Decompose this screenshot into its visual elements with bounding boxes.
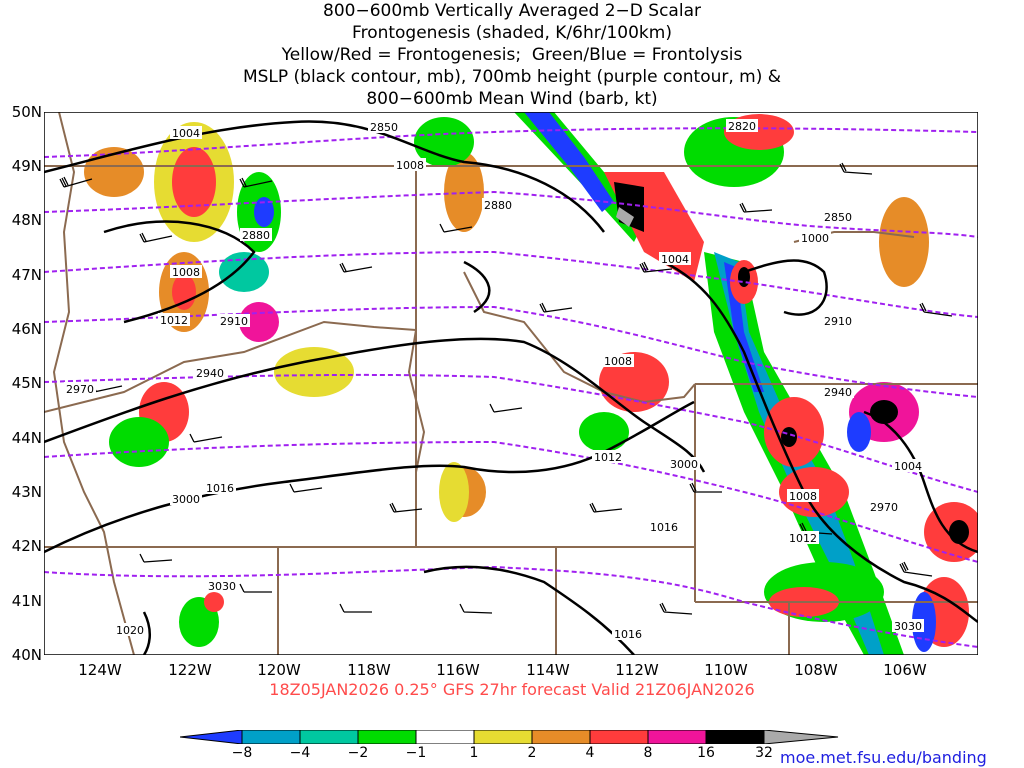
colorbar-label: 2 [527, 745, 537, 761]
title-line-3: Yellow/Red = Frontogenesis; Green/Blue =… [281, 45, 743, 65]
colorbar-label: 16 [697, 745, 715, 761]
height-label: 2910 [824, 315, 852, 328]
height-label: 2970 [66, 383, 94, 396]
mslp-label: 1012 [594, 451, 622, 464]
title-line-4: MSLP (black contour, mb), 700mb height (… [242, 67, 782, 87]
mslp-label: 1016 [650, 521, 678, 534]
lon-label: 106W [883, 661, 927, 679]
colorbar [180, 730, 839, 744]
height-label: 2970 [870, 501, 898, 514]
height-label: 2940 [196, 367, 224, 380]
colorbar-label: 1 [469, 745, 479, 761]
credit-link[interactable]: moe.met.fsu.edu/banding [780, 748, 987, 767]
mslp-label: 1020 [116, 624, 144, 637]
lat-label: 41N [11, 592, 42, 610]
contour-labels: 1004 1008 1008 1012 1016 1020 1004 1008 … [64, 119, 924, 641]
height-label: 3030 [894, 620, 922, 633]
height-label: 2850 [824, 211, 852, 224]
lat-label: 48N [11, 211, 42, 229]
mslp-label: 1012 [160, 314, 188, 327]
lon-label: 108W [794, 661, 838, 679]
lat-label: 44N [11, 429, 42, 447]
mslp-label: 1000 [801, 232, 829, 245]
colorbar-label: −8 [231, 745, 253, 761]
lat-label: 42N [11, 537, 42, 555]
colorbar-label: 32 [755, 745, 773, 761]
mslp-label: 1016 [614, 628, 642, 641]
height-label: 2940 [824, 386, 852, 399]
colorbar-label: −4 [289, 745, 311, 761]
lon-label: 114W [526, 661, 570, 679]
height-label: 3000 [172, 493, 200, 506]
mslp-label: 1008 [172, 266, 200, 279]
mslp-label: 1008 [604, 355, 632, 368]
mslp-label: 1004 [172, 127, 200, 140]
lat-label: 50N [11, 103, 42, 121]
lon-label: 120W [257, 661, 301, 679]
mslp-label: 1008 [789, 490, 817, 503]
forecast-valid-footer: 18Z05JAN2026 0.25° GFS 27hr forecast Val… [269, 680, 755, 699]
lon-label: 112W [615, 661, 659, 679]
height-label: 2880 [242, 229, 270, 242]
lat-label: 45N [11, 374, 42, 392]
colorbar-label: 4 [585, 745, 595, 761]
colorbar-label: −1 [405, 745, 427, 761]
title-line-2: Frontogenesis (shaded, K/6hr/100km) [352, 23, 672, 43]
lat-label: 47N [11, 266, 42, 284]
lon-label: 116W [436, 661, 480, 679]
height-label: 3000 [670, 458, 698, 471]
map-panel: 1004 1008 1008 1012 1016 1020 1004 1008 … [44, 112, 978, 655]
title-line-1: 800−600mb Vertically Averaged 2−D Scalar [323, 1, 701, 21]
lon-label: 122W [168, 661, 212, 679]
mslp-label: 1016 [206, 482, 234, 495]
mslp-label: 1012 [789, 532, 817, 545]
height-label: 2850 [370, 121, 398, 134]
height-label: 2820 [728, 120, 756, 133]
lat-label: 40N [11, 646, 42, 664]
colorbar-label: −2 [347, 745, 369, 761]
colorbar-label: 8 [643, 745, 653, 761]
political-borders [44, 112, 978, 655]
title-line-5: 800−600mb Mean Wind (barb, kt) [366, 89, 658, 109]
mslp-label: 1004 [894, 460, 922, 473]
lat-label: 49N [11, 157, 42, 175]
mslp-label: 1004 [661, 253, 689, 266]
height-label: 2910 [220, 315, 248, 328]
mslp-label: 1008 [396, 159, 424, 172]
height-label: 3030 [208, 580, 236, 593]
mslp-contours [44, 120, 978, 655]
lat-label: 43N [11, 483, 42, 501]
lon-label: 110W [704, 661, 748, 679]
lon-label: 118W [347, 661, 391, 679]
lon-label: 124W [78, 661, 122, 679]
height-label: 2880 [484, 199, 512, 212]
lat-label: 46N [11, 320, 42, 338]
